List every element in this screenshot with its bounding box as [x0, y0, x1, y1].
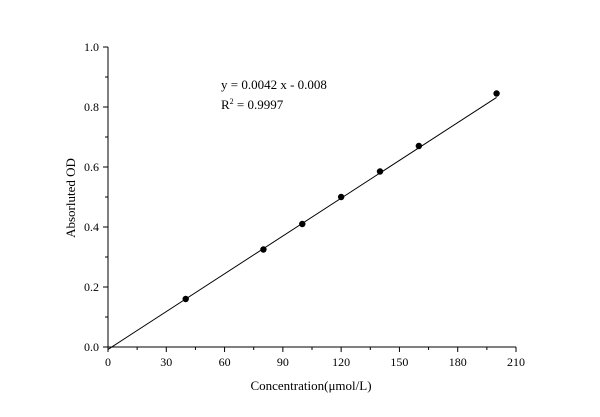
- y-tick-label: 1.0: [84, 40, 99, 54]
- x-tick-label: 150: [390, 355, 408, 369]
- x-tick-label: 90: [277, 355, 289, 369]
- data-point: [260, 246, 267, 253]
- x-tick-label: 60: [219, 355, 231, 369]
- y-tick-label: 0.6: [84, 160, 99, 174]
- x-tick-label: 180: [449, 355, 467, 369]
- data-point: [376, 168, 384, 175]
- data-points: [182, 90, 500, 303]
- x-tick-label: 210: [507, 355, 525, 369]
- x-tick-label: 30: [160, 355, 172, 369]
- data-point: [337, 193, 345, 201]
- y-tick-label: 0.4: [84, 220, 99, 234]
- x-tick-label: 120: [332, 355, 350, 369]
- y-axis-title: Absorluted OD: [63, 158, 78, 238]
- r-squared-annotation: R2 = 0.9997: [221, 97, 284, 112]
- x-tick-label: 0: [105, 355, 111, 369]
- data-point: [182, 295, 189, 303]
- data-point: [415, 142, 423, 150]
- data-point: [299, 220, 306, 228]
- y-tick-label: 0.8: [84, 100, 99, 114]
- data-point: [493, 90, 500, 97]
- y-tick-label: 0.2: [84, 280, 99, 294]
- equation-annotation: y = 0.0042 x - 0.008: [221, 77, 327, 92]
- axes: 0 30 60 90 120 150 180 210 0.0 0.2 0.4 0.6 0.8 1.0: [84, 40, 525, 369]
- y-tick-label: 0.0: [84, 340, 99, 354]
- x-axis-title: Concentration(μmol/L): [250, 378, 371, 393]
